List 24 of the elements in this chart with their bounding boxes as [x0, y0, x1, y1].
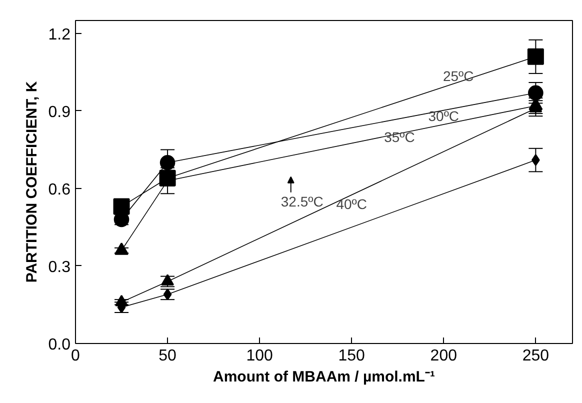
- x-tick-label: 150: [338, 348, 366, 364]
- y-tick-label: 0.3: [48, 258, 71, 276]
- y-tick-label: 1.2: [48, 26, 71, 44]
- x-tick-label: 100: [246, 348, 274, 364]
- x-tick-label: 0: [71, 348, 80, 364]
- y-tick-label: 0.0: [48, 336, 71, 354]
- x-axis-title: Amount of MBAAm / µmol.mL⁻¹: [213, 368, 435, 386]
- point: [532, 154, 540, 166]
- x-tick-label: 50: [158, 348, 177, 364]
- y-axis-title: PARTITION COEFFICIENT, K: [23, 81, 40, 283]
- y-tick-label: 0.6: [48, 181, 71, 198]
- annotation: 32.5ºC: [280, 194, 324, 210]
- annotation: 30ºC: [428, 108, 460, 124]
- point: [113, 198, 130, 215]
- x-tick-label: 250: [522, 348, 550, 364]
- x-tick-label: 200: [430, 348, 458, 364]
- y-tick-label: 0.9: [48, 104, 71, 121]
- annotation: 35ºC: [384, 128, 415, 145]
- point: [160, 154, 176, 170]
- annotation: 25ºC: [442, 68, 474, 84]
- point: [527, 48, 544, 65]
- annotation: 40ºC: [336, 196, 368, 212]
- point: [163, 288, 172, 300]
- point: [528, 85, 544, 100]
